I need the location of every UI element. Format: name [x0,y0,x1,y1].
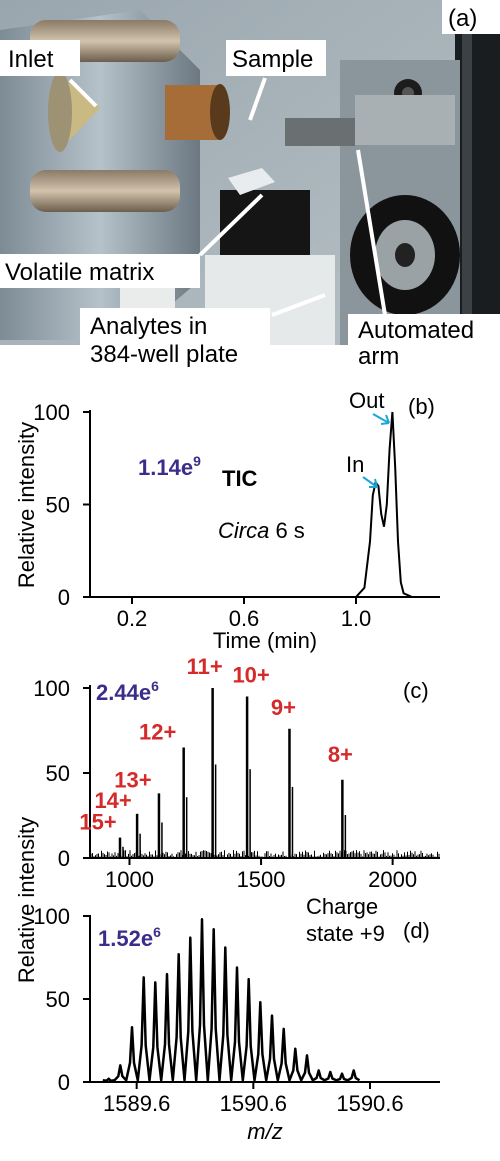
panel-c-ytick-label: 0 [58,846,70,871]
inlet-label: Inlet [8,46,54,73]
panel-d-label: (d) [403,918,430,943]
sample-label: Sample [232,46,313,73]
panel-c-noise-trace [90,850,440,858]
panel-c-charge-label: 14+ [94,788,131,813]
panel-b-chart: 0 50 100 0.2 0.6 1.0 Relative intensity Time… [14,388,440,653]
panel-b-ylabel: Relative intensity [14,422,39,588]
panel-c-charge-label: 9+ [271,695,296,720]
panel-c-label: (c) [403,678,429,703]
panel-d-xtick-label: 1590.6 [336,1091,403,1116]
panel-c-charge-label: 11+ [187,654,223,679]
panel-c-ytick-label: 100 [33,676,70,701]
sample-arrow [248,77,267,121]
panel-d-xtick-label: 1590.6 [220,1091,287,1116]
panel-c-xtick-label: 1500 [237,867,286,892]
panel-d-ytick-label: 50 [46,987,70,1012]
panel-b-out-label: Out [349,388,384,413]
inlet-arrow [68,78,98,108]
automated-arm-label-line1: Automated [358,317,474,344]
panel-b-xtick-label: 0.2 [117,606,148,631]
panel-b-tic-trace [90,411,440,598]
panel-c-ytick-label: 50 [46,761,70,786]
automated-arm-label-line2: arm [358,343,399,370]
panel-d-ytick-label: 0 [58,1070,70,1095]
panel-b-tic-label: TIC [222,466,258,491]
panel-d-charge-line1: Charge [306,894,378,919]
volatile-matrix-arrow [198,193,264,257]
analytes-label-line1: Analytes in [90,313,207,340]
panel-d-intensity: 1.52e6 [98,924,161,951]
panel-c-charge-label: 15+ [79,810,116,835]
volatile-matrix-label: Volatile matrix [5,259,154,286]
panel-b-ytick-label: 100 [33,400,70,425]
panel-c-charge-label: 13+ [114,767,151,792]
analytes-label-line2: 384-well plate [90,341,238,368]
panel-d-charge-line2: state +9 [306,921,385,946]
panel-b-xtick-label: 0.6 [229,606,260,631]
panel-b-xtick-label: 1.0 [341,606,372,631]
panel-b-intensity: 1.14e9 [138,453,201,480]
panel-d-isotope-trace [102,918,361,1083]
panel-d-xlabel: m/z [247,1119,282,1144]
panel-c-intensity: 2.44e6 [96,678,159,705]
automated-arm-arrow [356,149,387,316]
panel-b-ytick-label: 0 [58,585,70,610]
analytes-arrow [271,293,326,317]
panel-c-chart: 0 50 100 1000 1500 2000 15+14+13+ 12+ 11+ 10+9+… [33,654,440,892]
panel-b-circa-label: Circa 6 s [218,518,305,543]
panel-d-ytick-label: 100 [33,904,70,929]
panel-c-xtick-label: 2000 [368,867,417,892]
panel-d-chart: 0 50 100 1589.6 1590.6 1590.6 (d) 1.52e6 Cha… [33,894,440,1144]
panel-b-ytick-label: 50 [46,493,70,518]
panel-c-charge-label: 10+ [232,663,269,688]
panel-b-in-label: In [346,452,364,477]
panel-b-xlabel: Time (min) [213,628,317,653]
panel-c-charge-label: 8+ [328,742,353,767]
panel-b-label: (b) [408,394,435,419]
panel-b-in-arrow [362,476,378,488]
panel-a-label: (a) [448,5,477,32]
panel-a-annotations: Inlet Sample Volatile matrix Analytes in… [0,0,500,372]
panel-b-out-arrow [372,413,390,425]
panel-c-xtick-label: 1000 [105,867,154,892]
panel-c-charge-label: 12+ [139,720,176,745]
panel-d-xtick-label: 1589.6 [103,1091,170,1116]
shared-ylabel: Relative intensity [14,817,39,983]
